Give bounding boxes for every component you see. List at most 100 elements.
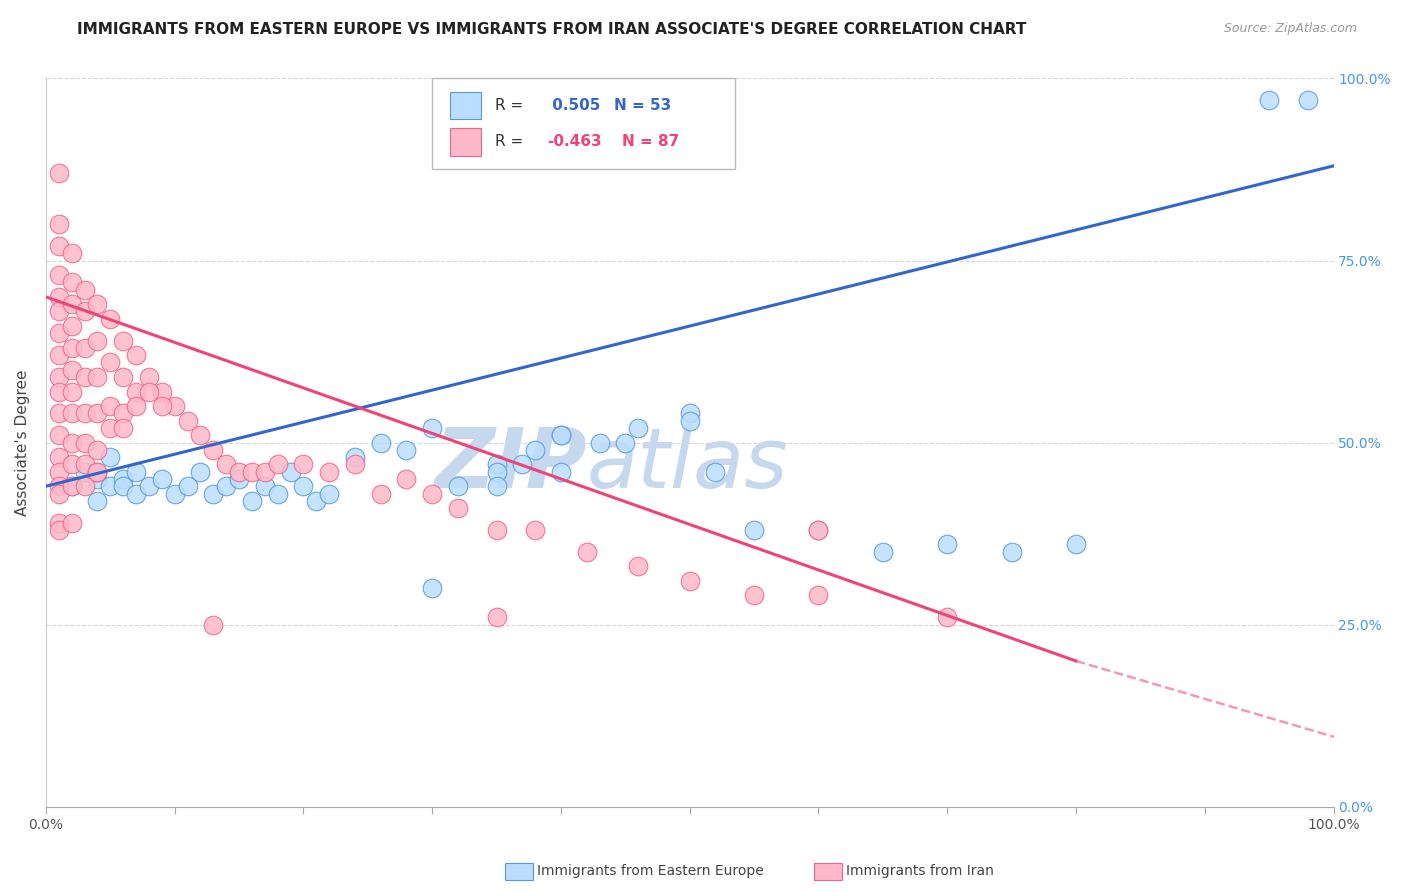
Point xyxy=(550,428,572,442)
Point xyxy=(215,479,238,493)
Point xyxy=(112,334,135,348)
Point xyxy=(292,458,315,472)
Point xyxy=(807,523,830,537)
Point xyxy=(1296,93,1319,107)
Point xyxy=(112,472,135,486)
Point xyxy=(48,428,70,442)
Point xyxy=(485,523,508,537)
Point xyxy=(73,341,96,355)
Point xyxy=(48,370,70,384)
Point xyxy=(190,428,212,442)
Point xyxy=(228,465,250,479)
Point xyxy=(48,348,70,362)
Point xyxy=(112,370,135,384)
Point xyxy=(98,355,121,369)
Point xyxy=(318,465,340,479)
Point xyxy=(679,574,702,588)
Point xyxy=(447,501,470,516)
Point xyxy=(485,465,508,479)
Point xyxy=(395,442,418,457)
Point xyxy=(60,297,83,311)
Point xyxy=(1258,93,1281,107)
Point xyxy=(215,458,238,472)
Point xyxy=(125,465,148,479)
Point xyxy=(936,537,959,551)
Point xyxy=(86,465,108,479)
Point xyxy=(73,458,96,472)
Point xyxy=(112,479,135,493)
Point xyxy=(60,384,83,399)
Point xyxy=(73,304,96,318)
Point xyxy=(1064,537,1087,551)
Point xyxy=(395,472,418,486)
Point xyxy=(48,465,70,479)
Point xyxy=(60,319,83,334)
Point xyxy=(86,465,108,479)
Point xyxy=(267,486,290,500)
Text: atlas: atlas xyxy=(586,424,789,505)
Point xyxy=(524,523,547,537)
Point xyxy=(627,421,650,435)
Point xyxy=(86,406,108,420)
Point xyxy=(98,479,121,493)
Point xyxy=(742,589,765,603)
Point xyxy=(60,246,83,260)
Point xyxy=(86,370,108,384)
Point xyxy=(485,610,508,624)
Text: Immigrants from Eastern Europe: Immigrants from Eastern Europe xyxy=(537,863,763,878)
Point xyxy=(1001,545,1024,559)
Point xyxy=(228,472,250,486)
Point xyxy=(190,465,212,479)
Text: Immigrants from Iran: Immigrants from Iran xyxy=(846,863,994,878)
Text: ZIP: ZIP xyxy=(434,424,586,505)
Point xyxy=(704,465,727,479)
Point xyxy=(86,334,108,348)
Point xyxy=(125,348,148,362)
FancyBboxPatch shape xyxy=(432,78,735,169)
Point xyxy=(420,581,443,595)
Point xyxy=(138,384,160,399)
Point xyxy=(240,493,263,508)
Point xyxy=(550,428,572,442)
Point xyxy=(86,297,108,311)
Point xyxy=(138,479,160,493)
Point xyxy=(550,465,572,479)
Point xyxy=(420,421,443,435)
Point xyxy=(447,479,470,493)
Point xyxy=(936,610,959,624)
Point xyxy=(872,545,894,559)
Point xyxy=(86,493,108,508)
Point xyxy=(267,458,290,472)
Point xyxy=(48,290,70,304)
Point xyxy=(125,384,148,399)
Point xyxy=(150,384,173,399)
Point xyxy=(60,516,83,530)
Text: R =: R = xyxy=(495,98,529,113)
FancyBboxPatch shape xyxy=(450,92,481,120)
Point xyxy=(163,486,186,500)
Point xyxy=(485,458,508,472)
Point xyxy=(48,304,70,318)
Point xyxy=(73,370,96,384)
Point xyxy=(98,399,121,413)
Point xyxy=(73,435,96,450)
Point xyxy=(98,450,121,464)
Point xyxy=(98,311,121,326)
Text: 0.505: 0.505 xyxy=(547,98,600,113)
Point xyxy=(48,479,70,493)
Point xyxy=(202,617,225,632)
Point xyxy=(524,442,547,457)
Point xyxy=(614,435,637,450)
Point xyxy=(125,399,148,413)
Point xyxy=(343,458,366,472)
Y-axis label: Associate's Degree: Associate's Degree xyxy=(15,369,30,516)
Text: -0.463: -0.463 xyxy=(547,135,602,149)
Point xyxy=(48,450,70,464)
Point xyxy=(163,399,186,413)
Point xyxy=(48,166,70,180)
Text: R =: R = xyxy=(495,135,529,149)
Point xyxy=(48,523,70,537)
Point xyxy=(48,268,70,282)
Point xyxy=(240,465,263,479)
Point xyxy=(48,384,70,399)
